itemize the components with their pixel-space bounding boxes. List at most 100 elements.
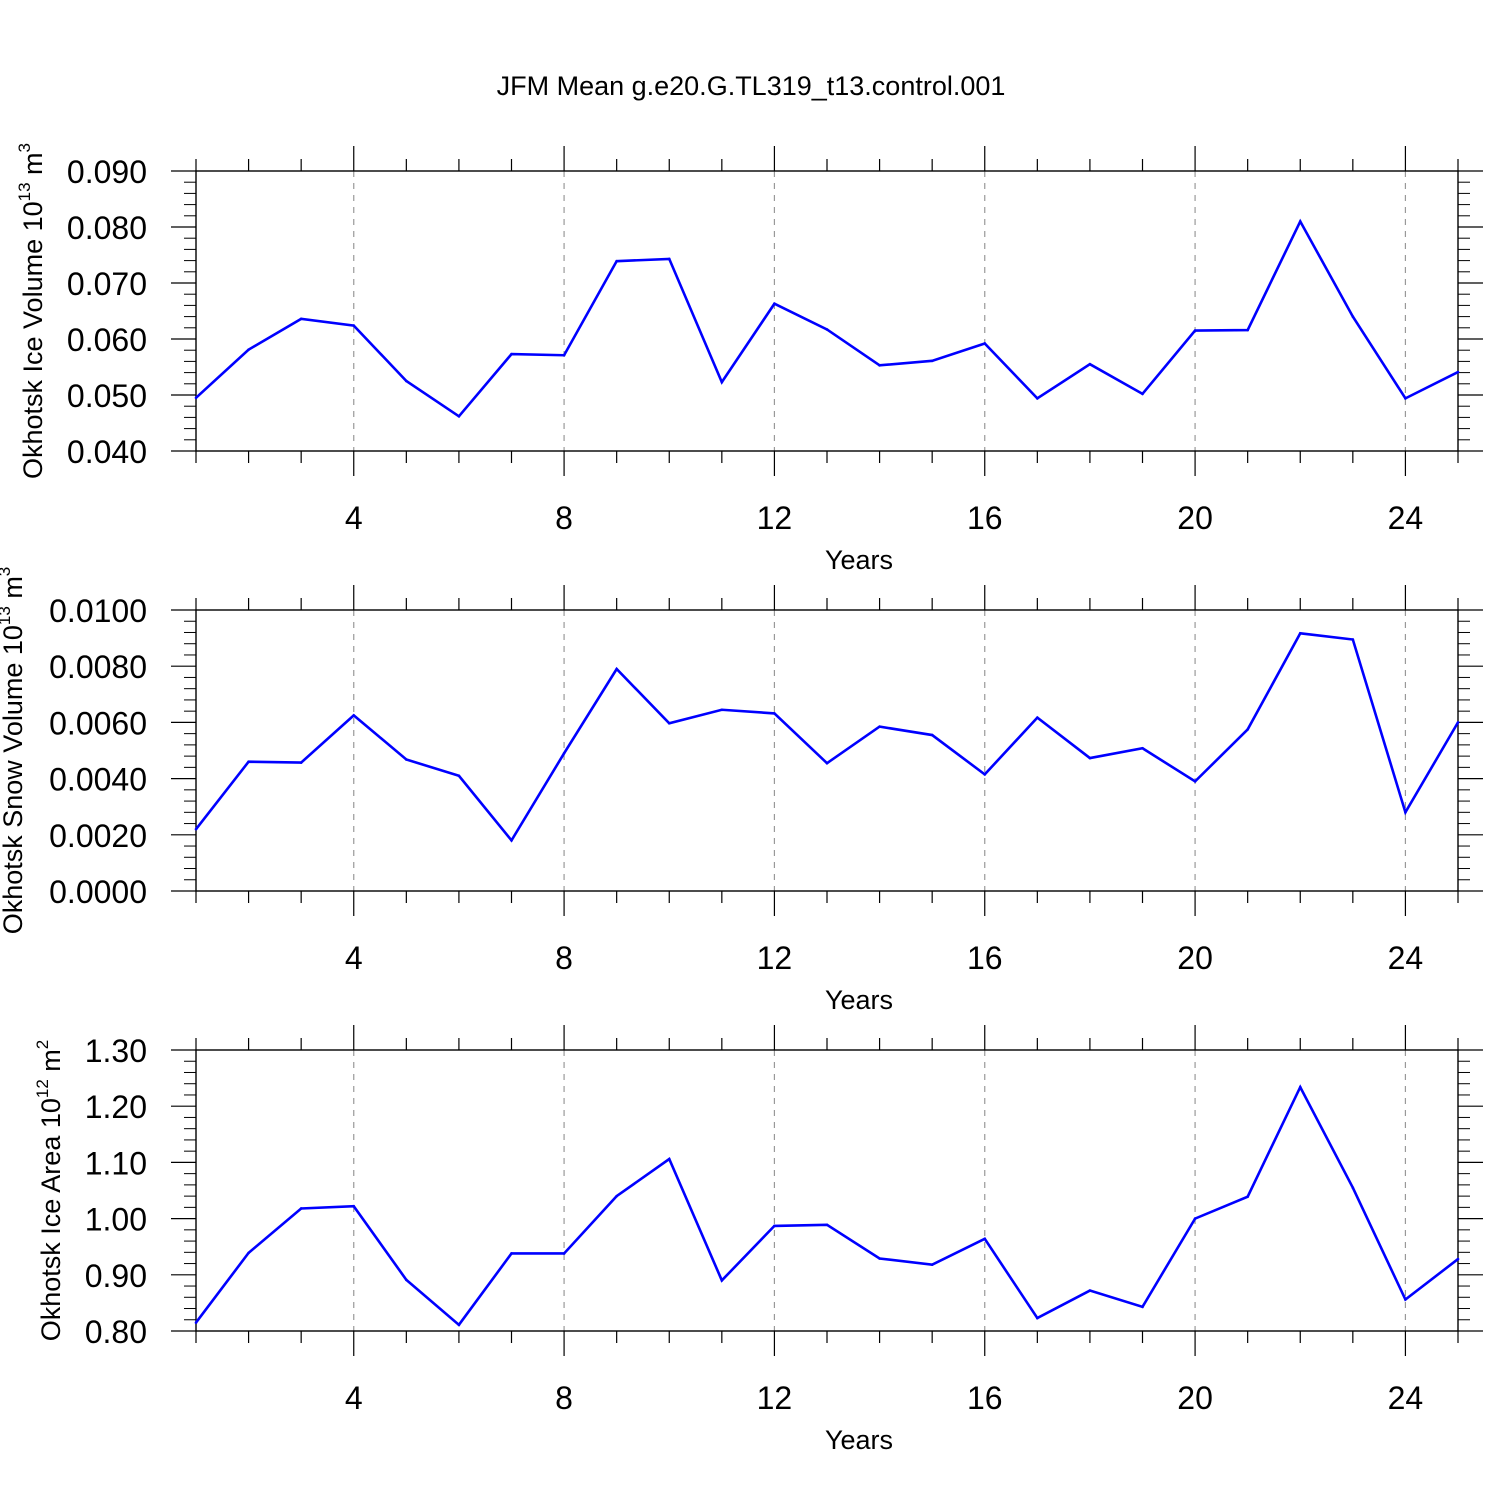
x-tick-label: 24 bbox=[1388, 500, 1424, 536]
data-point bbox=[562, 752, 566, 755]
data-point bbox=[1404, 811, 1407, 814]
y-axis-label-exp: 13 bbox=[0, 606, 14, 625]
data-point bbox=[247, 760, 250, 764]
data-point bbox=[1298, 632, 1302, 635]
data-point bbox=[878, 1257, 881, 1260]
data-point bbox=[1246, 728, 1249, 731]
data-point bbox=[773, 1224, 776, 1228]
y-tick-label: 0.0100 bbox=[49, 593, 147, 629]
data-point bbox=[194, 827, 198, 831]
data-point bbox=[825, 328, 829, 331]
x-tick-label: 16 bbox=[967, 1380, 1003, 1416]
data-point bbox=[1351, 315, 1355, 318]
data-point bbox=[1351, 638, 1355, 641]
y-tick-label: 0.0000 bbox=[49, 874, 147, 910]
y-axis-label-unit: m bbox=[36, 1049, 66, 1079]
data-point bbox=[194, 1321, 198, 1324]
y-tick-label: 0.0080 bbox=[49, 649, 147, 685]
x-tick-label: 20 bbox=[1177, 500, 1213, 536]
data-point bbox=[615, 667, 618, 671]
data-point bbox=[720, 1279, 724, 1282]
x-tick-label: 12 bbox=[757, 1380, 793, 1416]
y-tick-label: 0.080 bbox=[67, 210, 147, 246]
series-line bbox=[194, 631, 1460, 843]
plots-container: 4 8 12 16 20 240.0400.0500.0600.0700.0800.090… bbox=[0, 143, 1483, 1455]
y-tick-label: 0.90 bbox=[85, 1258, 147, 1294]
y-tick-label: 0.80 bbox=[85, 1314, 147, 1350]
y-tick-label: 1.00 bbox=[85, 1202, 147, 1238]
data-point bbox=[1246, 1195, 1249, 1198]
data-point bbox=[1298, 1085, 1302, 1089]
data-point bbox=[457, 774, 461, 778]
plot-frame bbox=[195, 609, 1459, 892]
data-point bbox=[1036, 716, 1039, 719]
data-point bbox=[878, 725, 881, 728]
data-point bbox=[562, 1252, 566, 1255]
y-axis-label-unit-exp: 3 bbox=[15, 143, 34, 152]
y-axis-label-unit: m bbox=[0, 576, 28, 606]
data-point bbox=[299, 761, 303, 764]
data-point bbox=[247, 1251, 250, 1255]
y-axis-label-text: Okhotsk Snow Volume 10 bbox=[0, 625, 28, 934]
y-tick-label: 0.0040 bbox=[49, 762, 147, 798]
x-tick-label: 20 bbox=[1177, 940, 1213, 976]
data-point bbox=[1456, 721, 1460, 724]
y-tick-label: 0.090 bbox=[67, 154, 147, 190]
data-point bbox=[983, 342, 987, 345]
data-point bbox=[773, 712, 776, 715]
data-point bbox=[773, 302, 776, 306]
data-point bbox=[667, 257, 671, 261]
data-point bbox=[1298, 220, 1302, 223]
x-axis-label: Years bbox=[825, 545, 893, 575]
x-axis-label: Years bbox=[825, 1425, 893, 1455]
data-point bbox=[1088, 1289, 1092, 1292]
y-tick-label: 1.20 bbox=[85, 1089, 147, 1125]
x-tick-label: 8 bbox=[555, 940, 573, 976]
y-axis-label-exp: 12 bbox=[33, 1079, 52, 1098]
data-point bbox=[1351, 1186, 1355, 1189]
data-point bbox=[720, 380, 724, 384]
data-point bbox=[247, 348, 250, 351]
data-point bbox=[615, 259, 618, 263]
data-point bbox=[352, 1204, 356, 1208]
series-line bbox=[195, 218, 1459, 419]
plot-frame bbox=[195, 1049, 1459, 1332]
figure-title: JFM Mean g.e20.G.TL319_t13.control.001 bbox=[497, 71, 1006, 101]
data-point bbox=[667, 1157, 671, 1161]
data-point bbox=[1036, 397, 1039, 400]
data-point bbox=[352, 324, 356, 327]
series-line bbox=[194, 1084, 1459, 1327]
y-tick-label: 1.30 bbox=[85, 1033, 147, 1069]
x-tick-label: 12 bbox=[757, 940, 793, 976]
data-point bbox=[1141, 1305, 1144, 1309]
data-point bbox=[299, 1207, 303, 1210]
y-tick-label: 0.040 bbox=[67, 434, 147, 470]
panel-2: 4 8 12 16 20 24 0.0000 0.0020 0.0040 0.0060 0.0080… bbox=[0, 567, 1483, 1015]
y-axis-label: Okhotsk Ice Area 1012 m2 bbox=[33, 1040, 66, 1342]
y-tick-label: 0.070 bbox=[67, 266, 147, 302]
data-point bbox=[510, 1252, 513, 1255]
y-axis-label: Okhotsk Snow Volume 1013 m3 bbox=[0, 567, 28, 935]
data-point bbox=[878, 364, 881, 367]
y-tick-label: 0.050 bbox=[67, 378, 147, 414]
data-point bbox=[667, 721, 671, 725]
data-point bbox=[1088, 756, 1092, 760]
x-tick-label: 16 bbox=[967, 500, 1003, 536]
data-point bbox=[1404, 1298, 1407, 1301]
data-point bbox=[194, 396, 198, 400]
data-point bbox=[1141, 746, 1144, 750]
data-point bbox=[615, 1194, 618, 1198]
x-axis-label: Years bbox=[825, 985, 893, 1015]
data-point bbox=[1404, 397, 1407, 400]
data-point bbox=[1193, 780, 1197, 783]
y-axis-label-text: Okhotsk Ice Area 10 bbox=[36, 1098, 66, 1341]
y-axis-label-unit-exp: 2 bbox=[33, 1040, 52, 1049]
panel-1: 4 8 12 16 20 24 0.040 0.050 0.060 0.070 0.080 0.090… bbox=[15, 143, 1483, 575]
data-point bbox=[562, 353, 566, 357]
x-tick-label: 24 bbox=[1388, 1380, 1424, 1416]
x-tick-label: 4 bbox=[345, 500, 363, 536]
data-point bbox=[1088, 362, 1092, 366]
data-point bbox=[720, 708, 724, 712]
data-point bbox=[1036, 1316, 1039, 1320]
y-axis-label-unit: m bbox=[18, 152, 48, 182]
